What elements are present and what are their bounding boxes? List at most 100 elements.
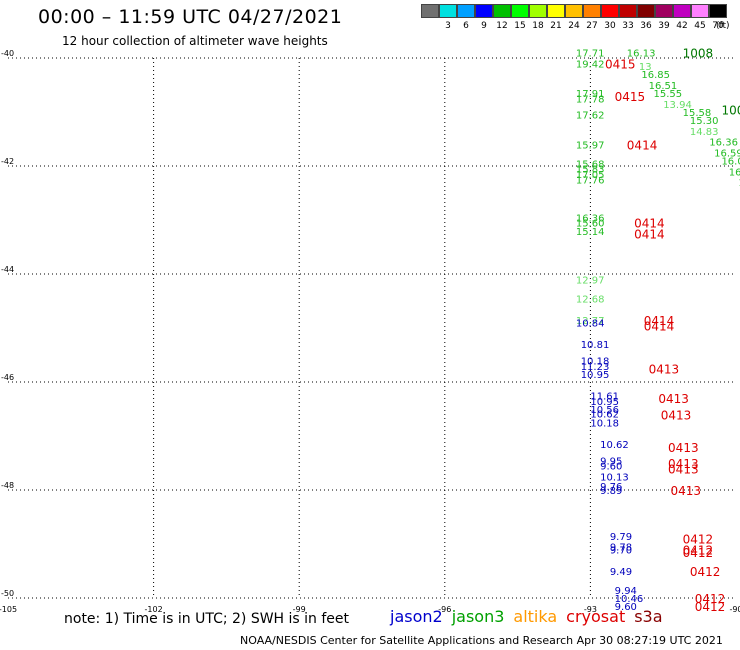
y-tick-label: -46 xyxy=(1,373,14,382)
swh-value-label: 17.71 xyxy=(576,49,605,60)
time-label: 0412 xyxy=(683,543,714,557)
swh-value-label: 11.23 xyxy=(581,362,610,373)
time-label: 1008 xyxy=(683,47,714,61)
colorbar-tick-label: 45 xyxy=(694,21,706,31)
swh-value-label: 17.78 xyxy=(576,95,605,106)
swh-value-label: 16.85 xyxy=(641,70,670,81)
time-label: 0413 xyxy=(668,462,699,476)
swh-value-label: 19.42 xyxy=(576,59,605,70)
swh-value-label: 10.95 xyxy=(590,397,619,408)
swh-value-label: 15.68 xyxy=(576,159,605,170)
swh-value-label: 17.76 xyxy=(576,176,605,187)
swh-value-label: 9.49 xyxy=(610,567,632,578)
swh-value-label: 12.77 xyxy=(576,316,605,327)
swh-value-label: 9.78 xyxy=(610,543,632,554)
time-label: 0413 xyxy=(670,484,701,498)
y-tick-label: -40 xyxy=(1,49,14,58)
colorbar-swatch xyxy=(673,4,691,18)
swh-value-label: 9.94 xyxy=(615,586,637,597)
colorbar-unit-label: (ft) xyxy=(716,21,730,31)
colorbar-swatch xyxy=(583,4,601,18)
swh-value-label: 16.36 xyxy=(709,138,738,149)
colorbar-tick-label: 12 xyxy=(496,21,508,31)
swh-value-label: 15.16 xyxy=(738,178,740,189)
time-label: 0412 xyxy=(683,533,714,547)
swh-value-label: 15.58 xyxy=(683,108,712,119)
swh-value-label: 10.13 xyxy=(600,473,629,484)
swh-value-label: 10.95 xyxy=(581,370,610,381)
time-label: 0414 xyxy=(644,314,675,328)
swh-value-label: 16.13 xyxy=(627,49,656,60)
colorbar-tick-label: 9 xyxy=(481,21,487,31)
colorbar-swatch xyxy=(493,4,511,18)
y-tick-label: -50 xyxy=(1,589,14,598)
colorbar-swatch xyxy=(547,4,565,18)
x-tick-label: -93 xyxy=(584,605,597,614)
swh-value-label: 10.46 xyxy=(615,594,644,605)
colorbar-tick-label: 30 xyxy=(604,21,616,31)
satellite-legend-item: jason2 xyxy=(390,607,443,626)
colorbar-tick-label: 24 xyxy=(568,21,580,31)
x-tick-label: -99 xyxy=(293,605,306,614)
swh-value-label: 13 xyxy=(639,62,652,73)
swh-value-label: 16.51 xyxy=(649,81,678,92)
swh-value-label: 15.55 xyxy=(653,89,682,100)
colorbar-swatch xyxy=(475,4,493,18)
swh-value-label: 15.83 xyxy=(576,165,605,176)
swh-value-label: 10.62 xyxy=(590,409,619,420)
time-label: 0413 xyxy=(661,408,692,422)
swh-value-label: 17.62 xyxy=(576,111,605,122)
satellite-legend: jason2 jason3 altika cryosat s3a xyxy=(390,607,672,626)
swh-value-label: 9.76 xyxy=(600,482,622,493)
satellite-legend-item: s3a xyxy=(634,607,663,626)
time-label: 0414 xyxy=(644,319,675,333)
colorbar-swatch xyxy=(691,4,709,18)
swh-value-label: 11.61 xyxy=(590,392,619,403)
colorbar-swatch xyxy=(565,4,583,18)
swh-value-label: 13.94 xyxy=(663,100,692,111)
colorbar-tick-label: 70 xyxy=(712,21,724,31)
swh-value-label: 17.05 xyxy=(576,170,605,181)
y-tick-label: -44 xyxy=(1,265,14,274)
units-note: note: 1) Time is in UTC; 2) SWH is in fe… xyxy=(64,611,350,627)
swh-value-label: 10.84 xyxy=(576,319,605,330)
time-label: 0412 xyxy=(695,600,726,614)
swh-value-label: 10.81 xyxy=(581,340,610,351)
time-label: 0412 xyxy=(695,592,726,606)
satellite-legend-item: cryosat xyxy=(566,607,626,626)
time-label: 0412 xyxy=(683,546,714,560)
swh-value-label: 17.91 xyxy=(576,89,605,100)
colorbar-tick-label: 27 xyxy=(586,21,598,31)
x-tick-label: -105 xyxy=(0,605,17,614)
colorbar-swatch xyxy=(439,4,457,18)
y-tick-label: -48 xyxy=(1,481,14,490)
swh-value-label: 12.97 xyxy=(576,275,605,286)
colorbar-tick-label: 3 xyxy=(445,21,451,31)
x-tick-label: -90 xyxy=(729,605,740,614)
y-tick-label: -42 xyxy=(1,157,14,166)
time-label: 0413 xyxy=(668,457,699,471)
satellite-legend-item: altika xyxy=(513,607,558,626)
swh-value-label: 15.60 xyxy=(576,219,605,230)
time-label: 0413 xyxy=(668,441,699,455)
swh-value-label: 9.89 xyxy=(600,486,622,497)
time-label: 0414 xyxy=(634,217,665,231)
colorbar-swatch xyxy=(619,4,637,18)
swh-value-label: 14.83 xyxy=(690,127,719,138)
swh-value-label: 9.60 xyxy=(600,462,622,473)
time-label: 0413 xyxy=(649,363,680,377)
swh-value-label: 10.18 xyxy=(590,419,619,430)
footer-credit: NOAA/NESDIS Center for Satellite Applica… xyxy=(240,634,723,647)
swh-value-label: 16.36 xyxy=(576,213,605,224)
x-tick-label: -102 xyxy=(145,605,163,614)
swh-value-label: 10.62 xyxy=(600,440,629,451)
time-label: 0414 xyxy=(634,228,665,242)
swh-value-label: 15.30 xyxy=(690,116,719,127)
colorbar-tick-label: 33 xyxy=(622,21,634,31)
swh-value-label: 9.60 xyxy=(615,602,637,613)
colorbar-tick-label: 21 xyxy=(550,21,562,31)
chart-title: 00:00 – 11:59 UTC 04/27/2021 xyxy=(38,6,343,28)
swh-value-label: 10.56 xyxy=(590,405,619,416)
swh-value-label: 16.59 xyxy=(714,149,740,160)
